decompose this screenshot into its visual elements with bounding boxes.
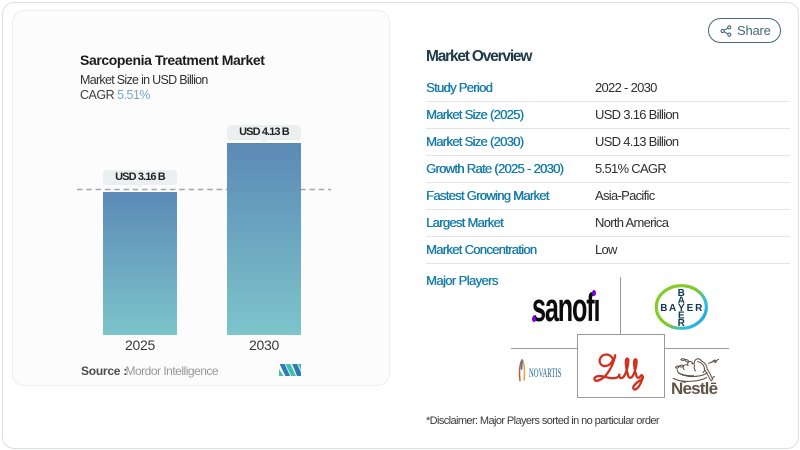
svg-text:E: E [687,303,694,314]
svg-text:R: R [695,303,703,314]
svg-text:E: E [678,311,685,322]
svg-text:B: B [660,303,667,314]
svg-text:Y: Y [678,303,685,314]
svg-text:A: A [678,296,685,307]
svg-text:A: A [669,303,676,314]
svg-text:B: B [678,288,685,299]
svg-text:R: R [678,318,686,329]
